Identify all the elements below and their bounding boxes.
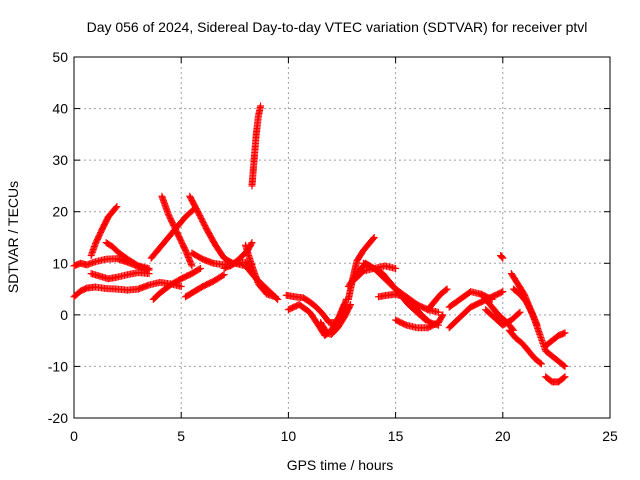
data-point: [442, 286, 450, 294]
data-point: [219, 271, 227, 279]
data-point: [248, 239, 256, 247]
series-pass-n: [242, 241, 280, 301]
data-point: [188, 262, 196, 270]
series-pass-d: [87, 269, 153, 283]
series-pass-a: [70, 278, 185, 301]
y-tick-label: -10: [48, 358, 68, 374]
data-point: [498, 253, 506, 261]
series-pass-ah: [542, 373, 569, 386]
y-tick-label: 10: [52, 255, 68, 271]
series-pass-h: [158, 192, 196, 270]
data-point: [195, 265, 203, 273]
y-tick-label: 30: [52, 152, 68, 168]
y-tick-label: 20: [52, 204, 68, 220]
data-point: [497, 288, 505, 296]
data-point: [196, 264, 204, 272]
series-pass-e: [102, 239, 153, 272]
data-point: [536, 359, 544, 367]
data-point: [340, 301, 348, 309]
series-pass-x: [392, 311, 447, 332]
y-axis-label: SDTVAR / TECUs: [5, 181, 21, 293]
data-point: [497, 252, 505, 260]
data-point: [247, 240, 255, 248]
x-tick-label: 5: [177, 428, 185, 444]
data-point: [438, 312, 446, 320]
x-axis-label: GPS time / hours: [287, 457, 394, 473]
data-point: [346, 302, 354, 310]
data-point: [370, 234, 378, 241]
series-pass-aj: [542, 347, 569, 370]
x-tick-label: 25: [602, 428, 618, 444]
data-point: [516, 308, 524, 316]
data-point: [561, 373, 569, 381]
x-tick-label: 20: [495, 428, 511, 444]
data-points: [70, 102, 569, 386]
series-pass-t: [344, 259, 430, 324]
series-pass-c: [87, 203, 121, 260]
series-pass-ag: [505, 326, 545, 368]
series-pass-aa: [445, 288, 507, 332]
data-point: [392, 264, 400, 272]
axis-ticks: [73, 56, 611, 419]
y-tick-label: 0: [60, 307, 68, 323]
data-point: [257, 102, 265, 110]
data-point: [177, 282, 185, 290]
series-pass-v: [359, 259, 400, 272]
series-pass-ad: [497, 252, 507, 262]
data-point: [443, 285, 451, 293]
series-pass-af: [510, 285, 550, 355]
y-tick-label: 40: [52, 101, 68, 117]
y-tick-label: 50: [52, 49, 68, 65]
series-pass-y: [424, 285, 451, 314]
data-point: [272, 293, 280, 301]
data-point: [220, 271, 228, 279]
data-point: [561, 362, 569, 370]
series-pass-g: [149, 264, 204, 303]
x-tick-label: 10: [281, 428, 297, 444]
x-tick-label: 15: [388, 428, 404, 444]
data-point: [561, 329, 569, 337]
grid-lines: [74, 57, 610, 418]
series-pass-o: [248, 102, 265, 190]
tick-labels: 0 5 10 15 20 25 -20 -10 0 10 20 30 40 50: [48, 49, 618, 444]
data-point: [560, 362, 568, 370]
data-point: [347, 301, 355, 309]
data-point: [434, 308, 442, 316]
data-point: [515, 309, 523, 317]
series-pass-ac: [482, 306, 524, 329]
data-point: [145, 264, 153, 272]
data-point: [113, 203, 121, 211]
data-point: [560, 374, 568, 382]
series-pass-f: [147, 205, 198, 262]
data-point: [499, 288, 507, 296]
data-point: [537, 360, 545, 368]
series-pass-u: [349, 264, 442, 316]
series-pass-i: [181, 271, 228, 301]
series-pass-ai: [542, 329, 569, 350]
data-point: [112, 204, 120, 212]
data-point: [369, 235, 377, 243]
data-point: [499, 254, 507, 262]
x-tick-label: 0: [70, 428, 78, 444]
chart-title: Day 056 of 2024, Sidereal Day-to-day VTE…: [87, 19, 588, 35]
y-tick-label: -20: [48, 410, 68, 426]
data-point: [439, 311, 447, 319]
plot-frame: [73, 56, 611, 419]
series-pass-r: [317, 301, 355, 338]
